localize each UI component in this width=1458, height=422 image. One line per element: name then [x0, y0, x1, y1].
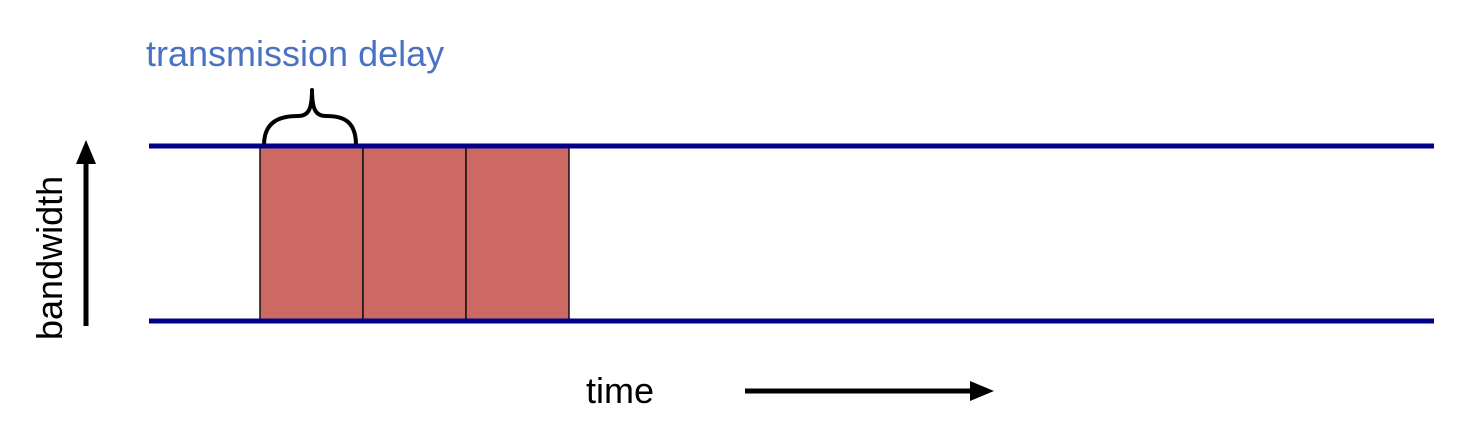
arrow-up-icon [76, 140, 96, 326]
packet-block [362, 145, 467, 322]
packet-block [259, 145, 364, 322]
bandwidth-label: bandwidth [29, 176, 70, 340]
time-label: time [586, 370, 654, 411]
curly-brace-icon [262, 88, 358, 147]
arrow-right-icon [745, 381, 994, 401]
transmission-delay-label: transmission delay [146, 33, 444, 74]
packet-group [259, 145, 570, 322]
packet-block [465, 145, 570, 322]
